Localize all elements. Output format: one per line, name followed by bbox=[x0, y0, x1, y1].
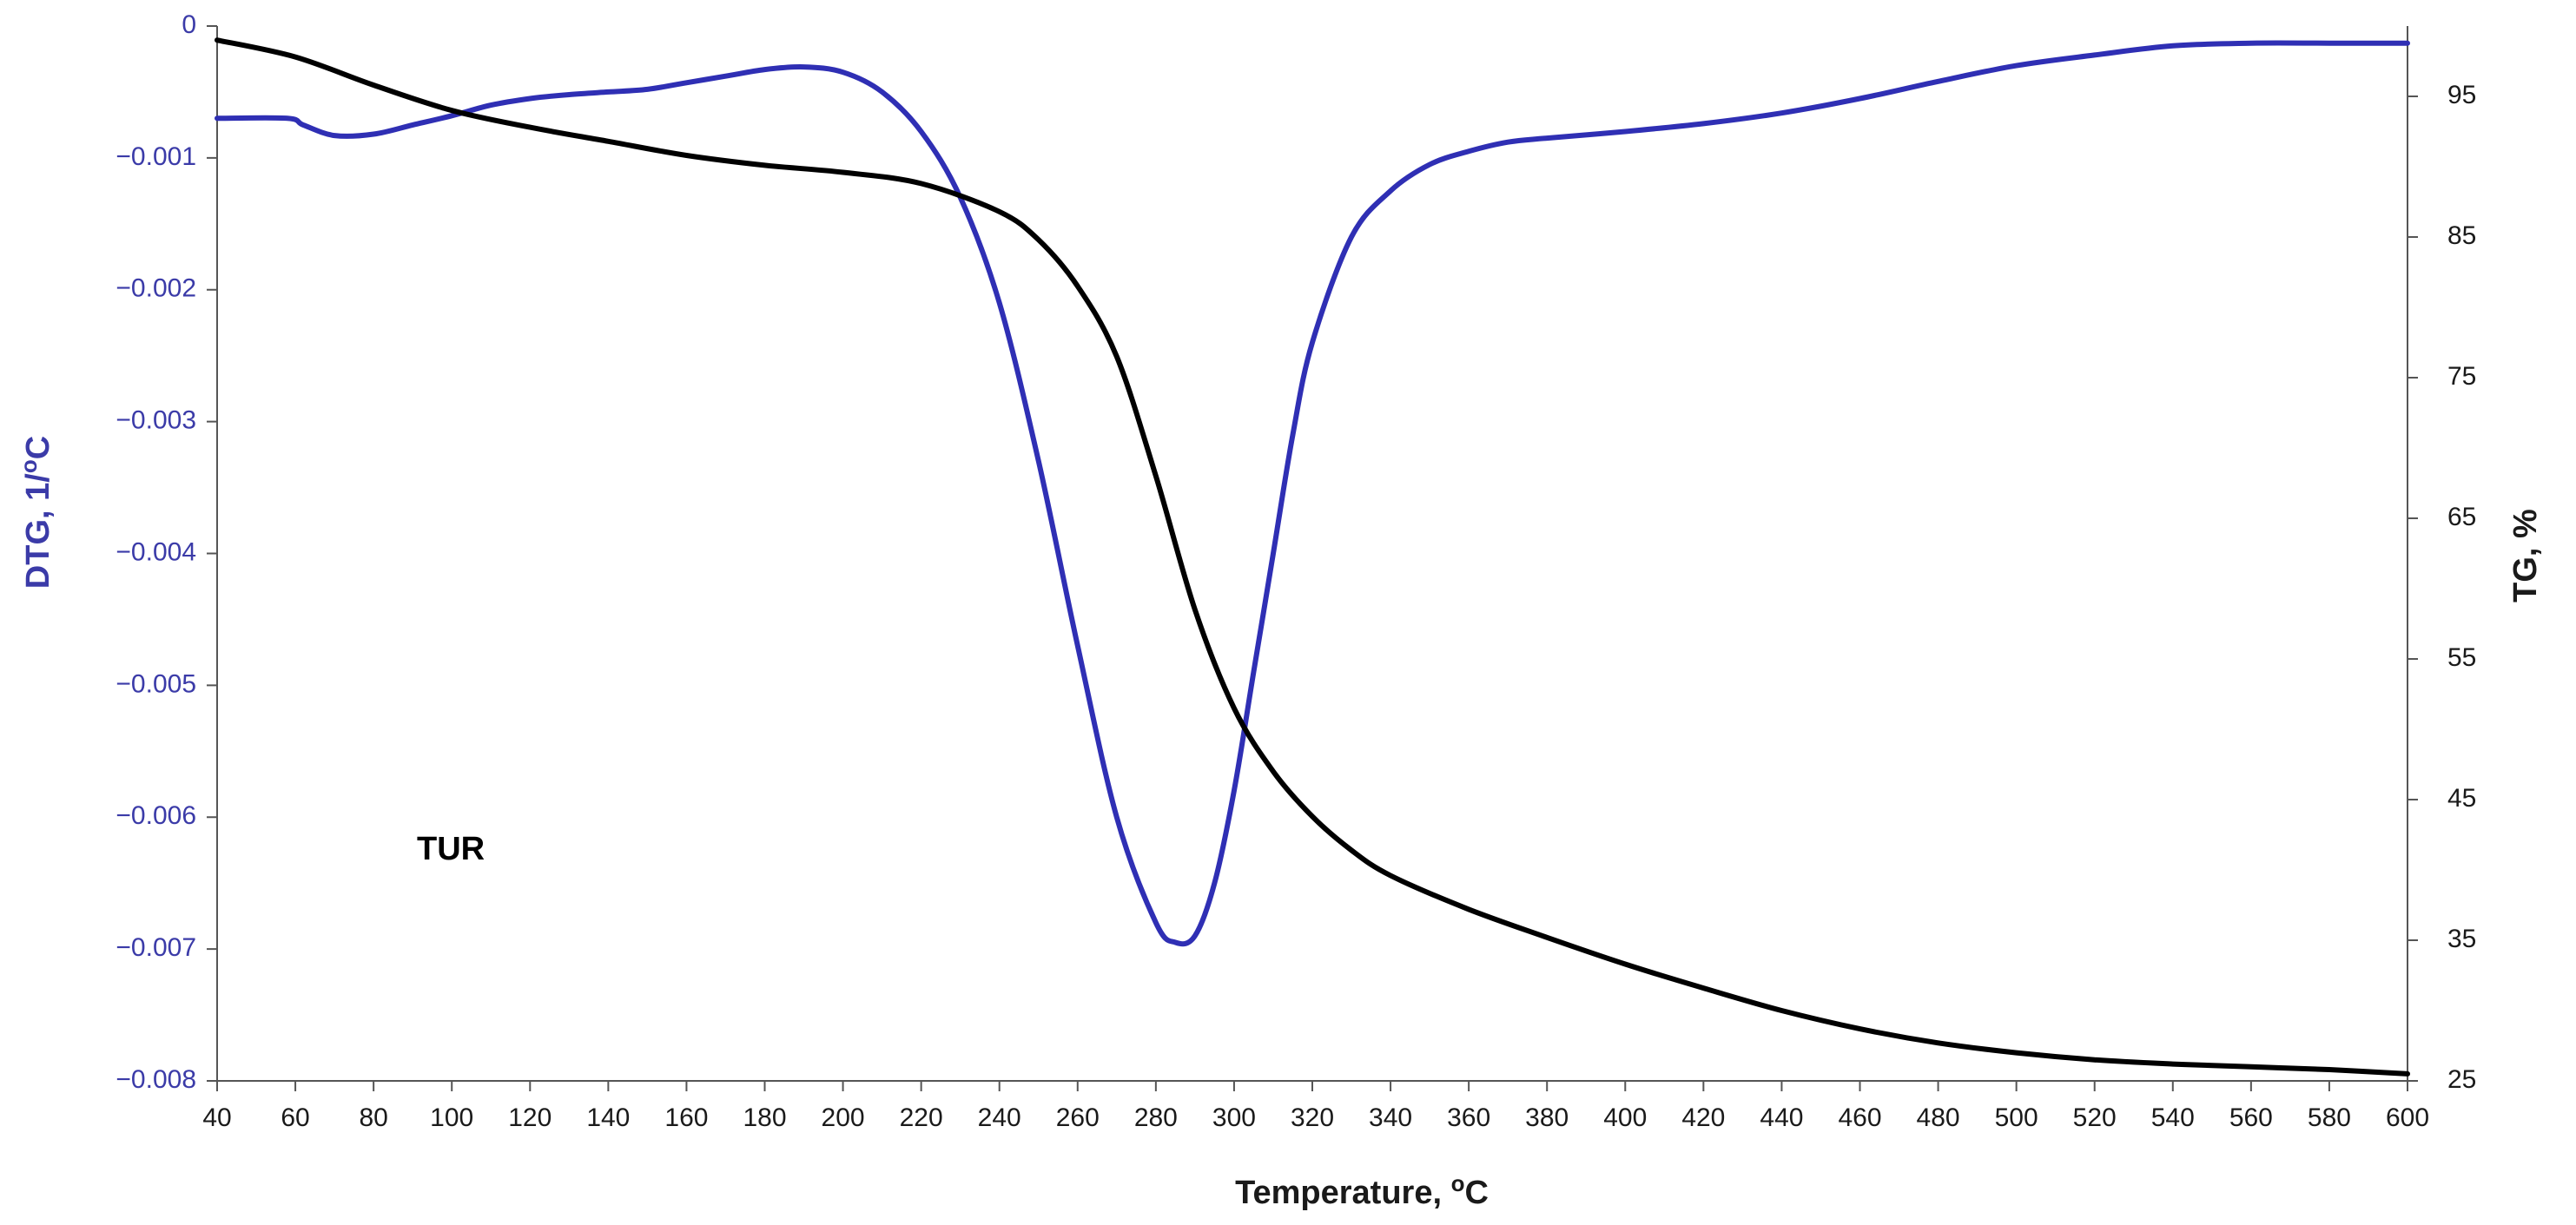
series-layer bbox=[215, 37, 2410, 1077]
x-axis-title: Temperature, oC bbox=[1235, 1170, 1489, 1211]
x-tick-label: 500 bbox=[1995, 1103, 2038, 1132]
y-left-tick-label: −0.005 bbox=[116, 669, 196, 698]
x-tick-label: 200 bbox=[822, 1103, 865, 1132]
x-tick-label: 160 bbox=[664, 1103, 708, 1132]
x-tick-label: 480 bbox=[1917, 1103, 1960, 1132]
x-tick-label: 420 bbox=[1681, 1103, 1725, 1132]
x-tick-label: 60 bbox=[281, 1103, 309, 1132]
tg-axis-ticks: 25 35 45 55 65 75 85 95 bbox=[2408, 81, 2476, 1094]
y-left-tick-label: −0.004 bbox=[116, 537, 196, 566]
x-tick-label: 340 bbox=[1369, 1103, 1412, 1132]
y-right-tick-label: 35 bbox=[2447, 925, 2476, 953]
x-tick-label: 380 bbox=[1525, 1103, 1569, 1132]
y-right-tick-label: 95 bbox=[2447, 81, 2476, 109]
x-tick-label: 280 bbox=[1134, 1103, 1178, 1132]
x-tick-label: 140 bbox=[586, 1103, 630, 1132]
dtg-axis-ticks: 0 −0.001 −0.002 −0.003 −0.004 −0.005 −0.006 −0.… bbox=[116, 10, 217, 1094]
tg-curve bbox=[215, 37, 2410, 1077]
x-tick-label: 460 bbox=[1838, 1103, 1881, 1132]
y-left-axis-title: DTG, 1/oC bbox=[16, 436, 56, 589]
x-tick-label: 360 bbox=[1447, 1103, 1490, 1132]
y-left-tick-label: −0.008 bbox=[116, 1065, 196, 1094]
x-tick-label: 600 bbox=[2386, 1103, 2429, 1132]
x-tick-label: 180 bbox=[743, 1103, 786, 1132]
y-right-tick-label: 65 bbox=[2447, 503, 2476, 531]
x-tick-label: 260 bbox=[1056, 1103, 1100, 1132]
x-tick-label: 580 bbox=[2308, 1103, 2351, 1132]
x-tick-label: 240 bbox=[978, 1103, 1021, 1132]
x-tick-label: 560 bbox=[2229, 1103, 2273, 1132]
y-right-tick-label: 75 bbox=[2447, 362, 2476, 391]
x-tick-label: 520 bbox=[2073, 1103, 2117, 1132]
x-tick-label: 320 bbox=[1291, 1103, 1334, 1132]
y-left-tick-label: −0.006 bbox=[116, 801, 196, 830]
dtg-curve bbox=[215, 40, 2410, 947]
sample-annotation: TUR bbox=[417, 831, 485, 867]
temperature-axis-ticks: 40 60 80 100 120 140 160 180 200 220 240 260 280 300 3… bbox=[202, 1081, 2429, 1132]
y-right-axis-title: TG, % bbox=[2507, 509, 2544, 603]
y-right-tick-label: 85 bbox=[2447, 221, 2476, 250]
x-tick-label: 120 bbox=[508, 1103, 552, 1132]
x-tick-label: 300 bbox=[1212, 1103, 1256, 1132]
x-tick-label: 40 bbox=[202, 1103, 231, 1132]
x-tick-label: 80 bbox=[359, 1103, 387, 1132]
y-left-tick-label: −0.002 bbox=[116, 274, 196, 303]
y-left-tick-label: −0.001 bbox=[116, 142, 196, 171]
plot-area bbox=[216, 26, 2408, 1082]
y-right-tick-label: 55 bbox=[2447, 643, 2476, 672]
x-tick-label: 100 bbox=[430, 1103, 473, 1132]
y-left-tick-label: −0.007 bbox=[116, 933, 196, 962]
y-right-tick-label: 25 bbox=[2447, 1065, 2476, 1094]
y-left-tick-label: 0 bbox=[182, 10, 196, 39]
y-right-tick-label: 45 bbox=[2447, 784, 2476, 813]
x-tick-label: 400 bbox=[1603, 1103, 1647, 1132]
x-tick-label: 220 bbox=[900, 1103, 943, 1132]
y-left-tick-label: −0.003 bbox=[116, 406, 196, 435]
x-tick-label: 540 bbox=[2151, 1103, 2195, 1132]
x-tick-label: 440 bbox=[1760, 1103, 1803, 1132]
